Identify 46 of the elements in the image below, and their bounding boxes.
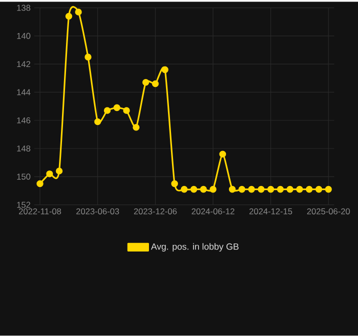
point <box>210 186 216 193</box>
point <box>36 180 44 188</box>
point <box>113 104 120 112</box>
point <box>286 186 294 193</box>
point <box>123 107 130 114</box>
point <box>258 186 265 193</box>
point <box>46 170 53 178</box>
x-tick-label: 2024-12-15 <box>249 208 292 214</box>
point <box>190 186 198 193</box>
point <box>306 186 313 193</box>
legend-label: Avg. pos. in lobby GB <box>150 243 239 252</box>
point <box>315 186 322 193</box>
point <box>296 186 303 193</box>
point <box>180 186 188 193</box>
point <box>65 12 72 20</box>
point <box>219 150 226 158</box>
point <box>267 186 274 193</box>
point <box>152 80 159 88</box>
point <box>276 186 284 193</box>
point <box>248 186 255 193</box>
point <box>200 186 207 193</box>
point <box>162 66 168 74</box>
point <box>94 118 102 126</box>
y-tick-label: 140 <box>17 33 30 40</box>
y-tick-label: 148 <box>17 146 30 152</box>
x-tick-label: 2023-12-06 <box>134 208 177 214</box>
point <box>325 186 332 193</box>
x-tick-label: 2024-06-12 <box>192 208 234 214</box>
y-tick-label: 152 <box>17 202 30 208</box>
y-tick-label: 144 <box>17 89 30 96</box>
point <box>238 186 246 193</box>
point <box>228 186 236 193</box>
point <box>75 8 82 16</box>
x-tick-label: 2025-06-20 <box>307 208 350 214</box>
y-tick-label: 150 <box>17 174 30 180</box>
x-tick-label: 2022-11-08 <box>18 208 62 214</box>
point <box>56 168 63 175</box>
y-tick-label: 142 <box>17 61 30 68</box>
x-tick-label: 2023-06-03 <box>76 208 120 214</box>
y-tick-label: 138 <box>17 4 30 11</box>
point <box>132 124 140 131</box>
point <box>142 79 150 86</box>
y-tick-label: 146 <box>17 117 30 124</box>
point <box>104 107 111 114</box>
point <box>84 54 92 61</box>
point <box>171 180 178 188</box>
